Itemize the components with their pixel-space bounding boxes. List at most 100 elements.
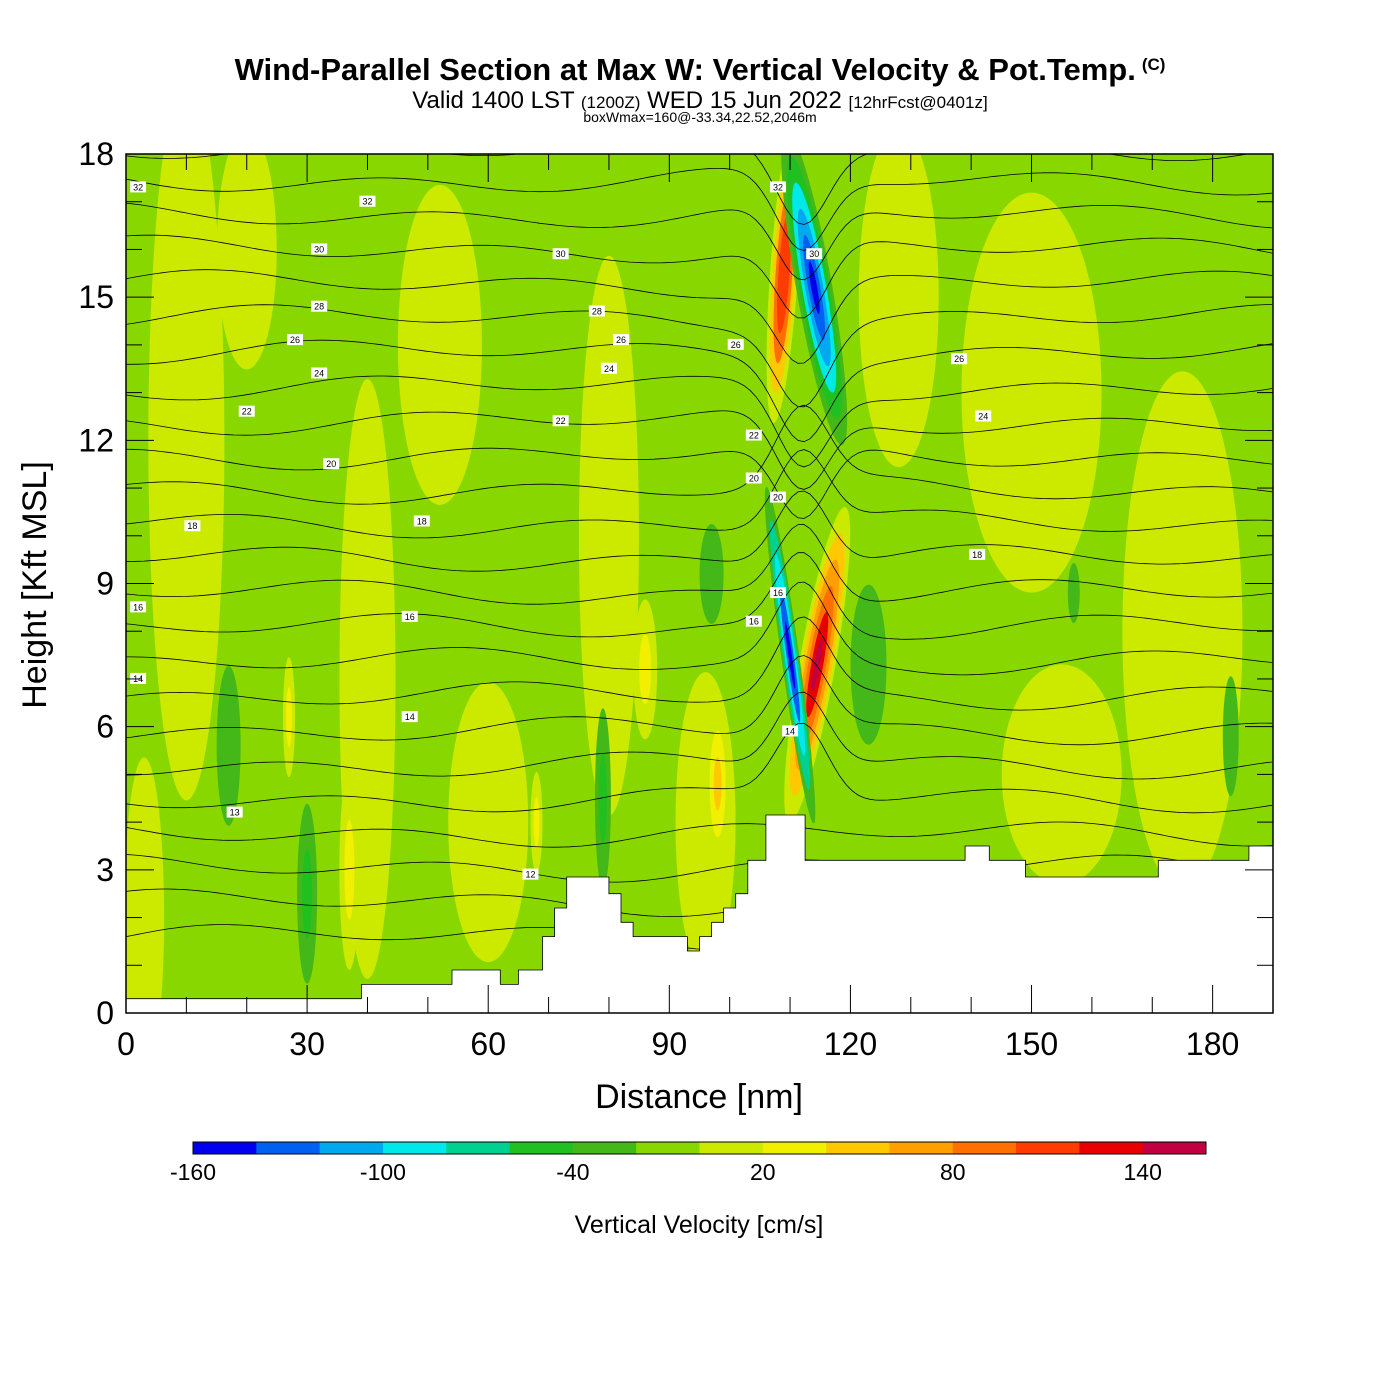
weak-updraft-band-ring [126, 757, 165, 1013]
isentrope-label: 30 [311, 243, 328, 255]
isentrope-label-text: 16 [749, 617, 759, 627]
weak-updraft-band [448, 682, 529, 963]
colorbar-swatch [509, 1142, 574, 1154]
y-axis-label: Height [Kft MSL] [16, 461, 54, 709]
isentrope-label: 26 [727, 338, 744, 350]
colorbar-swatch [446, 1142, 511, 1154]
x-tick-label: 60 [470, 1026, 506, 1062]
isentrope-line [126, 234, 1273, 319]
weak-updraft-band [578, 255, 639, 816]
updraft-spot-ring [285, 687, 292, 748]
y-tick-label: 0 [96, 995, 114, 1031]
isentrope-label: 18 [413, 515, 430, 527]
isentrope-label-text: 26 [954, 354, 964, 364]
weak-updraft-band [961, 192, 1102, 593]
isentrope-label-bg [588, 305, 605, 317]
downdraft-pocket [594, 708, 611, 889]
isentrope-label-text: 24 [314, 369, 324, 379]
colorbar-border [192, 1141, 1207, 1155]
isentrope-label: 32 [130, 181, 147, 193]
isentrope-line [126, 404, 1273, 505]
isentrope-label-bg [951, 353, 968, 365]
isentrope-line [126, 447, 1273, 519]
upper-updraft-ring [780, 243, 788, 304]
isentrope-label-text: 28 [314, 302, 324, 312]
isentrope-label-bg [975, 410, 992, 422]
colorbar-swatch [572, 1142, 637, 1154]
isentrope-label-bg [522, 868, 539, 880]
subtitle-run: [12hrFcst@0401z] [848, 93, 988, 112]
isentrope-label-bg [745, 472, 762, 484]
colorbar-swatch [762, 1142, 827, 1154]
subtitle-date: WED 15 Jun 2022 [647, 87, 842, 114]
x-axis-label: Distance [nm] [595, 1078, 803, 1116]
updraft-spot-ring [713, 757, 722, 811]
isentrope-label-text: 32 [133, 182, 143, 192]
isentrope-label-text: 24 [604, 364, 614, 374]
weak-updraft-band [148, 154, 225, 801]
isentrope-label-text: 28 [592, 306, 602, 316]
weak-updraft-band-ring [448, 682, 529, 963]
colorbar-swatch [193, 1142, 257, 1154]
weak-updraft-band [397, 184, 482, 505]
isentrope-label-bg [613, 334, 630, 346]
isentrope-label-bg [769, 181, 786, 193]
isentrope-line [126, 202, 1273, 281]
isentrope-label-bg [769, 587, 786, 599]
weak-updraft-band-ring [858, 154, 939, 468]
isentrope-label-bg [552, 248, 569, 260]
downdraft-pocket [850, 584, 887, 745]
isentrope-label-bg [130, 181, 147, 193]
terrain-mask [125, 814, 1274, 1014]
isentrope-line [126, 821, 1273, 848]
isentrope-label-text: 24 [978, 411, 988, 421]
isentrope-label: 13 [226, 806, 243, 818]
colorbar-tick-label: 140 [1124, 1159, 1162, 1185]
isentrope-label-bg [600, 362, 617, 374]
isentrope-label-text: 18 [972, 550, 982, 560]
isentrope-label-bg [769, 491, 786, 503]
isentrope-label-bg [401, 711, 418, 723]
isentrope-label: 16 [745, 615, 762, 627]
downdraft-pocket-ring [699, 523, 724, 624]
downdraft-pocket-ring [1222, 676, 1239, 797]
downdraft-pocket-ring [216, 665, 241, 826]
downdraft-pocket [1067, 563, 1080, 624]
isentrope-label-bg [311, 367, 328, 379]
isentrope-label-bg [311, 243, 328, 255]
weak-updraft-band [1122, 371, 1243, 892]
y-tick-label: 6 [96, 709, 114, 745]
copyright-mark: (C) [1141, 55, 1166, 74]
isentrope-label: 14 [401, 711, 418, 723]
y-tick-label: 15 [78, 279, 114, 315]
chart-subtitle: Valid 1400 LST (1200Z) WED 15 Jun 2022 [… [0, 87, 1400, 115]
colorbar-swatch [636, 1142, 700, 1154]
isentrope-label: 18 [969, 548, 986, 560]
isentrope-label-bg [238, 405, 255, 417]
colorbar-tick-label: -160 [170, 1159, 216, 1185]
isentrope-line [126, 168, 1273, 251]
updraft-spot [530, 772, 543, 873]
isentrope-label: 16 [401, 610, 418, 622]
downdraft-pocket [699, 523, 724, 624]
colorbar-swatch [1016, 1142, 1080, 1154]
isentrope-label-text: 22 [242, 407, 252, 417]
isentrope-label-text: 20 [749, 474, 759, 484]
isentrope-line [126, 269, 1273, 364]
colorbar-swatch [952, 1142, 1017, 1154]
colorbar-swatch [699, 1142, 764, 1154]
colorbar-label: Vertical Velocity [cm/s] [575, 1211, 824, 1239]
isentrope-label-bg [359, 195, 376, 207]
colorbar-tick-label: 20 [750, 1159, 776, 1185]
isentrope-line [126, 854, 1273, 883]
weak-updraft-band [1001, 664, 1122, 885]
isentrope-line [126, 490, 1273, 572]
weak-updraft-band-ring [397, 184, 482, 505]
isentrope-label-bg [552, 415, 569, 427]
colorbar-tick-label: 80 [940, 1159, 966, 1185]
isentrope-label-text: 26 [290, 335, 300, 345]
weak-updraft-band-ring [148, 154, 225, 801]
isentrope-label-text: 20 [773, 493, 783, 503]
isentrope-label: 20 [745, 472, 762, 484]
x-tick-label: 30 [289, 1026, 325, 1062]
